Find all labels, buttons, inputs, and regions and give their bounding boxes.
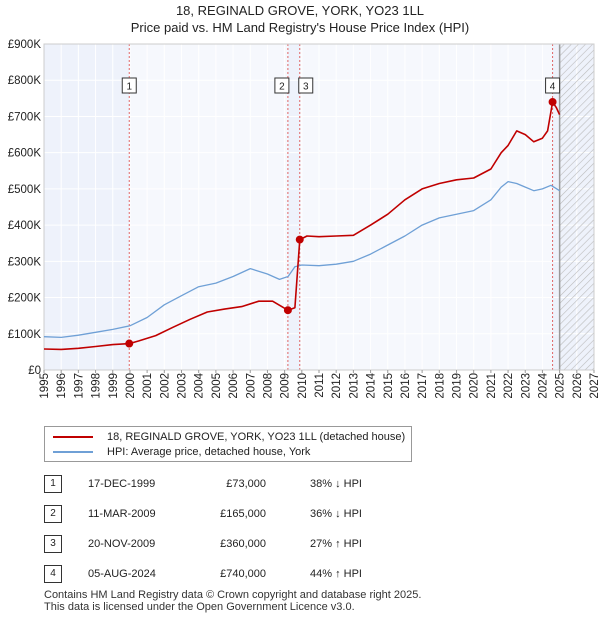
x-tick-label: 2017 xyxy=(417,373,429,399)
sale-label-text: 4 xyxy=(550,82,556,93)
chart-title-block: 18, REGINALD GROVE, YORK, YO23 1LL Price… xyxy=(0,2,600,36)
x-tick-label: 2014 xyxy=(366,372,378,398)
x-tick-label: 2011 xyxy=(314,373,326,398)
sale-hpi-diff: 38% ↓ HPI xyxy=(310,478,362,490)
legend-swatch-hpi xyxy=(53,451,93,454)
footer-license: This data is licensed under the Open Gov… xyxy=(44,601,355,613)
sale-price: £360,000 xyxy=(220,538,266,550)
chart-subtitle: Price paid vs. HM Land Registry's House … xyxy=(130,20,470,35)
sale-price: £73,000 xyxy=(226,478,266,490)
x-tick-label: 2010 xyxy=(297,373,309,399)
x-tick-label: 2000 xyxy=(125,373,137,399)
sale-date: 11-MAR-2009 xyxy=(88,508,156,520)
sale-row: 4 05-AUG-2024 £740,000 44% ↑ HPI xyxy=(44,565,444,583)
y-tick-label: £900K xyxy=(8,39,42,51)
y-tick-label: £0 xyxy=(28,365,41,377)
x-tick-label: 2006 xyxy=(228,373,240,399)
x-tick-label: 1998 xyxy=(91,373,103,399)
sale-number-badge: 3 xyxy=(44,535,62,553)
y-tick-label: £300K xyxy=(8,256,42,268)
sale-number-badge: 2 xyxy=(44,505,62,523)
x-tick-label: 2020 xyxy=(469,373,481,399)
x-tick-label: 2018 xyxy=(434,373,446,399)
x-tick-label: 1996 xyxy=(56,373,68,399)
ownership-band xyxy=(299,44,553,370)
sale-label-text: 2 xyxy=(279,82,285,93)
chart-title: 18, REGINALD GROVE, YORK, YO23 1LL xyxy=(175,3,425,18)
x-tick-label: 2019 xyxy=(452,373,464,399)
sale-row: 3 20-NOV-2009 £360,000 27% ↑ HPI xyxy=(44,535,444,553)
sale-point xyxy=(295,235,304,244)
sale-point xyxy=(125,339,134,348)
x-tick-label: 2026 xyxy=(572,373,584,399)
sale-label-text: 1 xyxy=(126,82,132,93)
y-tick-label: £400K xyxy=(8,220,42,232)
chart-legend: 18, REGINALD GROVE, YORK, YO23 1LL (deta… xyxy=(44,426,412,462)
sale-hpi-diff: 44% ↑ HPI xyxy=(310,568,362,580)
x-tick-label: 2004 xyxy=(194,372,206,398)
x-tick-label: 2013 xyxy=(348,373,360,399)
footer-copyright: Contains HM Land Registry data © Crown c… xyxy=(44,589,422,601)
x-tick-label: 2009 xyxy=(280,373,292,399)
x-tick-label: 2024 xyxy=(537,372,549,398)
x-tick-label: 2003 xyxy=(177,373,189,399)
x-tick-label: 2007 xyxy=(245,373,257,399)
legend-swatch-property xyxy=(53,436,93,439)
y-tick-label: £600K xyxy=(8,148,42,160)
sale-point xyxy=(283,306,292,315)
legend-label-property: 18, REGINALD GROVE, YORK, YO23 1LL (deta… xyxy=(107,431,406,443)
sale-label-text: 3 xyxy=(303,82,309,93)
sale-hpi-diff: 27% ↑ HPI xyxy=(310,538,362,550)
x-tick-label: 1999 xyxy=(108,373,120,399)
x-tick-label: 2022 xyxy=(503,373,515,399)
sale-number-badge: 1 xyxy=(44,475,62,493)
x-tick-label: 2001 xyxy=(142,373,154,399)
sale-date: 20-NOV-2009 xyxy=(88,538,156,550)
sale-label-box xyxy=(121,77,137,94)
x-tick-label: 2027 xyxy=(589,373,600,399)
x-tick-label: 2012 xyxy=(331,373,343,399)
x-tick-label: 2025 xyxy=(555,373,567,399)
x-tick-label: 1995 xyxy=(39,373,51,399)
sale-label-box xyxy=(298,77,314,94)
series-line-hpi xyxy=(43,180,560,339)
sale-label-box xyxy=(545,77,561,94)
sale-price: £740,000 xyxy=(220,568,266,580)
x-tick-label: 2008 xyxy=(262,373,274,399)
x-tick-label: 2016 xyxy=(400,373,412,399)
y-tick-label: £200K xyxy=(8,293,42,305)
x-tick-label: 2021 xyxy=(486,373,498,399)
footer: Contains HM Land Registry data © Crown c… xyxy=(44,589,421,613)
sale-row: 1 17-DEC-1999 £73,000 38% ↓ HPI xyxy=(44,475,444,493)
ownership-band xyxy=(129,44,288,370)
sale-row: 2 11-MAR-2009 £165,000 36% ↓ HPI xyxy=(44,505,444,523)
y-tick-label: £500K xyxy=(8,184,42,196)
sale-number-badge: 4 xyxy=(44,565,62,583)
series-line-property xyxy=(43,101,561,351)
y-tick-label: £800K xyxy=(8,75,42,87)
legend-label-hpi: HPI: Average price, detached house, York xyxy=(107,446,311,458)
legend-item-property: 18, REGINALD GROVE, YORK, YO23 1LL (deta… xyxy=(53,430,405,444)
sale-date: 05-AUG-2024 xyxy=(88,568,156,580)
price-chart: 1 2 3 4 £0 £100K £200K £300K £400K £500K £600K £700… xyxy=(8,39,600,399)
legend-item-hpi: HPI: Average price, detached house, York xyxy=(53,445,310,459)
y-tick-label: £700K xyxy=(8,111,42,123)
x-tick-label: 2015 xyxy=(383,373,395,399)
sale-label-box xyxy=(274,77,290,94)
sale-point xyxy=(548,97,557,106)
x-tick-label: 2002 xyxy=(159,373,171,399)
x-tick-label: 2023 xyxy=(520,373,532,399)
sale-date: 17-DEC-1999 xyxy=(88,478,156,490)
x-tick-label: 2005 xyxy=(211,373,223,399)
forecast-region xyxy=(559,44,594,370)
sale-price: £165,000 xyxy=(220,508,266,520)
sale-hpi-diff: 36% ↓ HPI xyxy=(310,508,362,520)
x-tick-label: 1997 xyxy=(73,373,85,399)
y-tick-label: £100K xyxy=(8,329,42,341)
